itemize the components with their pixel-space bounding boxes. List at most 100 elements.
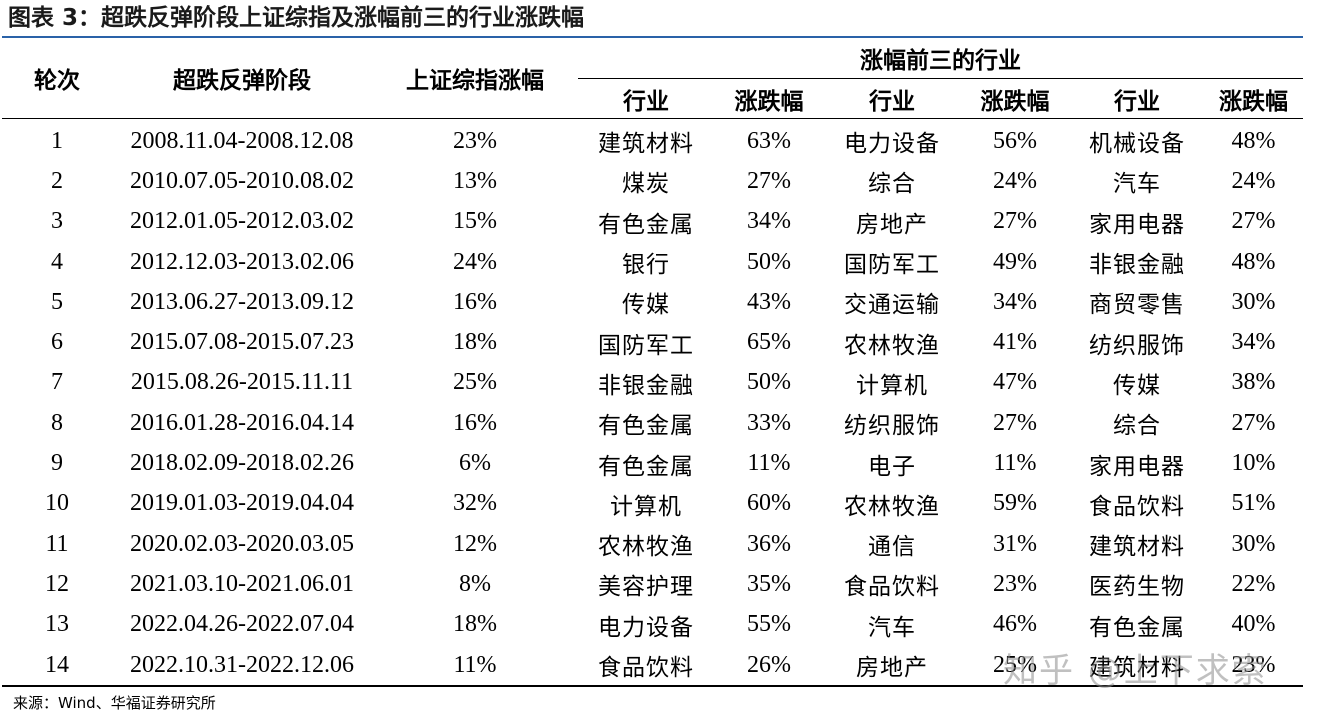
cell-round: 6	[51, 329, 63, 356]
cell-round: 9	[51, 450, 63, 477]
sector-performance-table: 轮次 超跌反弹阶段 上证综指涨幅 涨幅前三的行业 行业 涨跌幅 行业 涨跌幅 行…	[2, 38, 1304, 688]
cell-industry-2: 房地产	[856, 211, 928, 238]
cell-change-1: 55%	[747, 611, 791, 638]
header-top3-group: 涨幅前三的行业	[578, 38, 1304, 79]
table-row: 2 2010.07.05-2010.08.02 13% 煤炭 27% 综合 24% 汽车 24%	[2, 161, 1303, 201]
cell-industry-1: 煤炭	[622, 171, 670, 198]
cell-industry-2: 纺织服饰	[844, 413, 940, 440]
cell-change-2: 59%	[993, 490, 1037, 517]
cell-round: 11	[45, 530, 69, 557]
cell-change-2: 41%	[993, 329, 1037, 356]
cell-change-3: 10%	[1231, 450, 1276, 477]
cell-industry-1: 有色金属	[598, 211, 694, 238]
cell-industry-3: 食品饮料	[1089, 493, 1185, 520]
cell-index-change: 8%	[459, 570, 491, 597]
cell-industry-1: 有色金属	[598, 453, 694, 480]
cell-period: 2019.01.03-2019.04.04	[130, 490, 354, 517]
cell-industry-3: 汽车	[1113, 171, 1161, 198]
cell-industry-1: 银行	[622, 252, 670, 279]
cell-change-1: 36%	[747, 530, 791, 557]
cell-period: 2015.08.26-2015.11.11	[130, 369, 354, 396]
cell-change-3: 48%	[1231, 248, 1276, 275]
cell-index-change: 16%	[453, 288, 497, 315]
cell-period: 2013.06.27-2013.09.12	[130, 288, 354, 315]
cell-change-1: 34%	[747, 208, 791, 235]
table-row: 9 2018.02.09-2018.02.26 6% 有色金属 11% 电子 11% 家用电器…	[2, 443, 1303, 483]
cell-round: 7	[51, 369, 63, 396]
cell-change-1: 50%	[747, 369, 791, 396]
watermark: 知乎 @上下求索	[1003, 651, 1268, 691]
cell-change-3: 48%	[1231, 127, 1276, 154]
table-row: 4 2012.12.03-2013.02.06 24% 银行 50% 国防军工 49% 非银金…	[2, 242, 1303, 282]
cell-industry-2: 食品饮料	[844, 574, 940, 601]
cell-industry-3: 综合	[1113, 413, 1161, 440]
cell-change-1: 27%	[747, 167, 791, 194]
header-industry-3: 行业	[1070, 78, 1204, 119]
cell-change-2: 25%	[960, 644, 1070, 688]
cell-index-change: 18%	[453, 611, 497, 638]
cell-industry-3: 建筑材料	[1089, 534, 1185, 561]
cell-industry-1: 传媒	[622, 292, 670, 319]
table-row: 14 2022.10.31-2022.12.06 11% 食品饮料 26% 房地产 25% 建…	[2, 644, 1304, 688]
header-industry-1: 行业	[578, 78, 714, 119]
cell-industry-3: 家用电器	[1089, 453, 1185, 480]
cell-change-3: 38%	[1231, 369, 1276, 396]
cell-change-3: 23%	[1204, 644, 1304, 688]
cell-round: 13	[45, 611, 69, 638]
cell-change-2: 46%	[993, 611, 1037, 638]
table-row: 8 2016.01.28-2016.04.14 16% 有色金属 33% 纺织服饰 27% 综…	[2, 403, 1303, 443]
cell-industry-2: 国防军工	[844, 252, 940, 279]
cell-change-3: 30%	[1231, 530, 1276, 557]
cell-round: 12	[45, 570, 69, 597]
cell-industry-2: 综合	[868, 171, 916, 198]
header-round: 轮次	[2, 38, 112, 119]
table-row: 5 2013.06.27-2013.09.12 16% 传媒 43% 交通运输 34% 商贸零…	[2, 282, 1303, 322]
cell-industry-3: 医药生物	[1089, 574, 1185, 601]
cell-change-2: 31%	[993, 530, 1037, 557]
cell-change-1: 33%	[747, 409, 791, 436]
cell-index-change: 25%	[453, 369, 497, 396]
cell-period: 2020.02.03-2020.03.05	[130, 530, 354, 557]
cell-index-change: 12%	[453, 530, 497, 557]
cell-change-1: 60%	[747, 490, 791, 517]
cell-round: 2	[51, 167, 63, 194]
cell-change-2: 34%	[993, 288, 1037, 315]
cell-change-1: 35%	[747, 570, 791, 597]
cell-period: 2018.02.09-2018.02.26	[130, 450, 354, 477]
cell-change-3: 34%	[1231, 329, 1276, 356]
cell-industry-2: 电力设备	[844, 131, 940, 158]
cell-change-2: 56%	[993, 127, 1037, 154]
cell-change-2: 47%	[993, 369, 1037, 396]
table-row: 3 2012.01.05-2012.03.02 15% 有色金属 34% 房地产 27% 家用…	[2, 202, 1303, 242]
table-row: 12 2021.03.10-2021.06.01 8% 美容护理 35% 食品饮料 23% 医…	[2, 564, 1303, 604]
cell-period: 2016.01.28-2016.04.14	[130, 409, 354, 436]
table-row: 13 2022.04.26-2022.07.04 18% 电力设备 55% 汽车 46% 有色…	[2, 605, 1303, 645]
figure-title: 图表 3：超跌反弹阶段上证综指及涨幅前三的行业涨跌幅	[8, 5, 585, 31]
cell-change-1: 65%	[747, 329, 791, 356]
cell-round: 10	[45, 490, 69, 517]
cell-period: 2022.04.26-2022.07.04	[130, 611, 354, 638]
cell-industry-2: 汽车	[868, 614, 916, 641]
cell-change-2: 27%	[993, 208, 1037, 235]
cell-index-change: 18%	[453, 329, 497, 356]
source-note: 来源：Wind、华福证券研究所	[13, 694, 216, 712]
cell-period: 2022.10.31-2022.12.06	[112, 644, 372, 688]
table-row: 7 2015.08.26-2015.11.11 25% 非银金融 50% 计算机 47% 传媒…	[2, 363, 1303, 403]
cell-industry-1: 美容护理	[598, 574, 694, 601]
header-change-1: 涨跌幅	[714, 78, 824, 119]
cell-change-3: 30%	[1231, 288, 1276, 315]
cell-industry-2: 农林牧渔	[844, 493, 940, 520]
cell-change-3: 27%	[1231, 409, 1276, 436]
cell-change-1: 63%	[747, 127, 791, 154]
cell-change-1: 11%	[747, 450, 791, 477]
cell-index-change: 13%	[453, 167, 497, 194]
cell-round: 4	[51, 248, 63, 275]
cell-change-2: 11%	[993, 450, 1037, 477]
cell-industry-3: 非银金融	[1089, 252, 1185, 279]
cell-industry-1: 非银金融	[598, 372, 694, 399]
header-change-3: 涨跌幅	[1204, 78, 1304, 119]
cell-industry-2: 房地产	[824, 644, 960, 688]
header-change-2: 涨跌幅	[960, 78, 1070, 119]
table-row: 11 2020.02.03-2020.03.05 12% 农林牧渔 36% 通信 31% 建筑…	[2, 524, 1303, 564]
cell-industry-3: 建筑材料	[1070, 644, 1204, 688]
